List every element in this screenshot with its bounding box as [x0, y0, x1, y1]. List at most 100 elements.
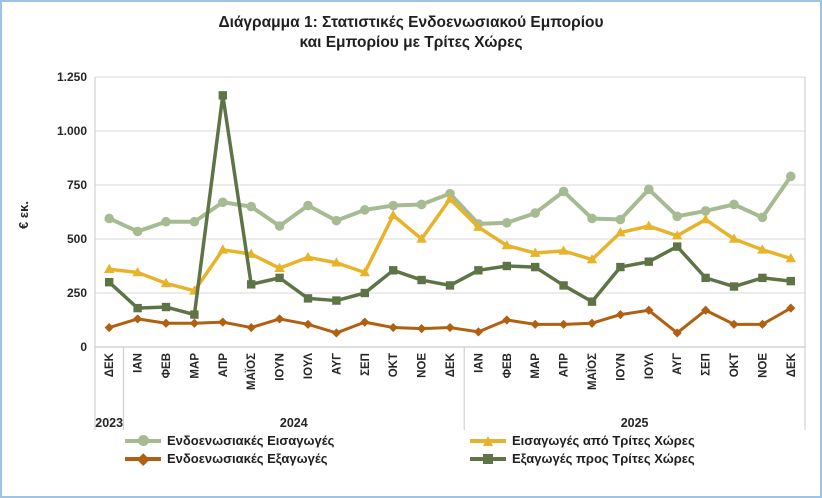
series-marker [644, 184, 654, 195]
x-axis-month-label: ΜΑΡ [189, 353, 201, 379]
legend-item-1: Εισαγωγές από Τρίτες Χώρες [470, 433, 820, 448]
y-axis-tick-label: 750 [67, 178, 87, 192]
legend-label: Ενδοενωσιακές Εισαγωγές [167, 433, 335, 449]
x-axis-month-label: ΔΕΚ [445, 353, 457, 378]
series-marker [786, 171, 796, 182]
series-marker [133, 314, 143, 324]
series-marker [132, 267, 143, 277]
series-marker [445, 323, 455, 333]
series-marker [331, 257, 342, 267]
x-axis-month-label: ΦΕΒ [161, 353, 173, 378]
series-marker [246, 323, 256, 333]
series-marker [359, 267, 370, 277]
x-axis-month-label: ΑΥΓ [331, 353, 343, 375]
y-axis-title: € εκ. [16, 201, 31, 229]
series-marker [331, 216, 342, 226]
series-marker [586, 254, 598, 264]
series-marker [133, 304, 142, 313]
series-marker [757, 244, 768, 254]
legend-item-0: Ενδοενωσιακές Εισαγωγές [125, 433, 470, 448]
series-marker [132, 226, 143, 237]
series-marker [104, 213, 114, 224]
legend-label: Εξαγωγές προς Τρίτες Χώρες [512, 451, 695, 467]
series-marker [190, 310, 199, 320]
series-marker [360, 205, 370, 215]
series-marker [700, 206, 711, 217]
series-marker [672, 328, 682, 338]
x-axis-month-label: ΙΟΥΝ [275, 353, 287, 381]
x-axis-month-label: ΙΟΥΝ [615, 353, 627, 381]
series-marker [587, 318, 597, 329]
series-marker [587, 297, 597, 307]
x-axis-month-label: ΙΟΥΛ [303, 353, 315, 379]
series-marker [729, 199, 739, 210]
series-marker [474, 266, 483, 275]
series-marker [758, 273, 767, 283]
series-marker [331, 328, 341, 338]
series-marker [189, 217, 200, 227]
series-marker [729, 282, 739, 292]
series-marker [530, 208, 540, 219]
x-axis-month-label: ΟΚΤ [729, 353, 741, 377]
x-axis-month-label: ΑΥΓ [672, 353, 684, 375]
x-axis-month-label: ΣΕΠ [360, 353, 372, 376]
x-axis-month-label: ΙΑΝ [133, 353, 145, 373]
series-marker [218, 317, 228, 328]
series-marker [303, 201, 313, 211]
y-axis-tick-label: 500 [67, 232, 87, 246]
series-marker [530, 320, 540, 330]
y-axis-tick-label: 1.250 [57, 70, 87, 84]
series-marker [558, 245, 569, 255]
series-marker [217, 244, 228, 254]
series-marker [388, 201, 399, 211]
chart-title-line1: Διάγραμμα 1: Στατιστικές Ενδοενωσιακού Ε… [218, 14, 604, 31]
series-marker [757, 320, 767, 330]
series-marker [615, 227, 626, 237]
x-axis-month-label: ΟΚΤ [388, 353, 400, 377]
series-marker [559, 320, 569, 330]
series-marker [161, 303, 171, 312]
series-marker [643, 220, 654, 231]
series-marker [388, 323, 398, 333]
series-marker [558, 186, 569, 197]
series-marker [615, 215, 626, 225]
circle-marker-icon [125, 434, 161, 448]
series-marker [104, 264, 115, 274]
series-marker [672, 230, 683, 240]
legend-label: Ενδοενωσιακές Εξαγωγές [167, 451, 328, 467]
x-axis-month-label: ΑΠΡ [559, 353, 571, 378]
x-axis-month-label: ΑΠΡ [218, 353, 230, 378]
series-marker [786, 277, 795, 286]
series-marker [616, 263, 625, 272]
series-marker [274, 221, 285, 232]
series-marker [473, 327, 483, 337]
y-axis-tick-label: 1.000 [57, 124, 87, 138]
series-marker [246, 202, 256, 212]
x-axis-month-label: ΙΑΝ [473, 353, 485, 373]
series-marker [559, 281, 568, 290]
x-axis-month-label: ΝΟΕ [757, 353, 769, 378]
series-marker [105, 278, 114, 287]
triangle-marker-icon [470, 434, 506, 448]
series-marker [729, 320, 739, 330]
series-marker [360, 289, 369, 298]
series-marker [700, 214, 711, 224]
x-axis-month-label: ΝΟΕ [417, 353, 429, 378]
series-marker [416, 199, 427, 210]
series-marker [161, 217, 171, 227]
chart-title-line2: και Εμπορίου με Τρίτες Χώρες [299, 34, 523, 52]
y-axis-tick-label: 0 [80, 340, 87, 354]
series-marker [786, 303, 796, 314]
series-marker [160, 278, 172, 288]
series-marker [303, 294, 313, 303]
x-axis-month-label: ΜΑΡ [530, 353, 542, 379]
series-marker [502, 262, 511, 271]
chart-title: Διάγραμμα 1: Στατιστικές Ενδοενωσιακού Ε… [2, 13, 820, 53]
series-marker [673, 242, 682, 252]
x-axis-month-label: ΦΕΒ [502, 353, 514, 378]
series-marker [189, 318, 199, 329]
series-marker [473, 221, 484, 232]
series-marker [275, 314, 285, 324]
legend-label: Εισαγωγές από Τρίτες Χώρες [512, 433, 695, 449]
series-marker [417, 276, 426, 285]
